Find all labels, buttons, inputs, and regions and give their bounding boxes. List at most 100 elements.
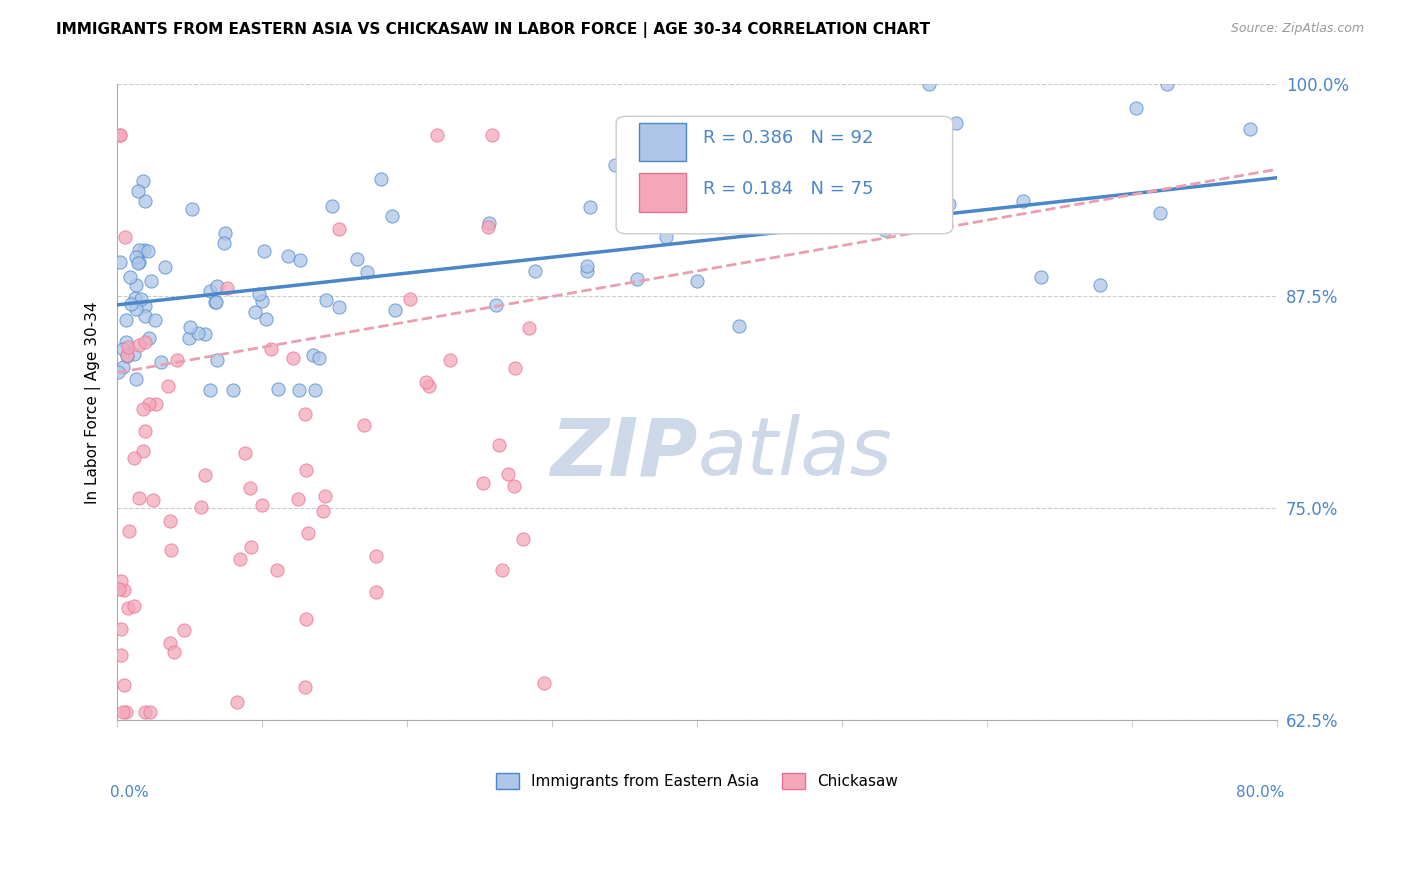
- Point: [503, 361, 526, 376]
- Text: Source: ZipAtlas.com: Source: ZipAtlas.com: [1230, 22, 1364, 36]
- FancyBboxPatch shape: [640, 122, 686, 161]
- Point: [498, 467, 520, 481]
- Point: [159, 514, 181, 528]
- Text: IMMIGRANTS FROM EASTERN ASIA VS CHICKASAW IN LABOR FORCE | AGE 30-34 CORRELATION: IMMIGRANTS FROM EASTERN ASIA VS CHICKASA…: [56, 22, 931, 38]
- Point: [399, 292, 422, 306]
- Point: [472, 476, 495, 491]
- Point: [655, 230, 678, 244]
- Point: [134, 424, 156, 438]
- Point: [111, 343, 134, 357]
- Point: [205, 294, 228, 309]
- Text: 0.0%: 0.0%: [110, 784, 149, 799]
- Point: [281, 351, 304, 365]
- Point: [112, 360, 135, 375]
- Point: [143, 312, 166, 326]
- Point: [370, 172, 392, 186]
- Point: [503, 479, 526, 493]
- Point: [381, 209, 404, 223]
- Point: [249, 287, 271, 301]
- Point: [749, 186, 772, 200]
- Point: [204, 294, 226, 309]
- Point: [122, 450, 145, 465]
- Point: [120, 297, 142, 311]
- Point: [131, 174, 153, 188]
- Point: [314, 490, 336, 504]
- Point: [718, 210, 741, 224]
- Point: [873, 223, 896, 237]
- Point: [194, 327, 217, 342]
- Point: [115, 350, 138, 364]
- Point: [181, 202, 204, 216]
- Point: [918, 78, 941, 92]
- Point: [145, 397, 167, 411]
- Point: [111, 705, 134, 719]
- Point: [190, 500, 212, 514]
- Point: [481, 128, 503, 143]
- Point: [127, 256, 149, 270]
- Point: [304, 383, 326, 397]
- Point: [128, 244, 150, 258]
- Point: [125, 277, 148, 292]
- Point: [267, 382, 290, 396]
- Point: [125, 250, 148, 264]
- Point: [127, 185, 149, 199]
- Point: [575, 263, 598, 277]
- Text: atlas: atlas: [697, 414, 893, 492]
- Point: [254, 311, 277, 326]
- Point: [346, 252, 368, 266]
- Point: [128, 255, 150, 269]
- Point: [173, 623, 195, 637]
- Point: [134, 243, 156, 257]
- Point: [118, 269, 141, 284]
- Point: [179, 320, 201, 334]
- Point: [108, 582, 131, 596]
- Point: [115, 348, 138, 362]
- Point: [1156, 78, 1178, 92]
- Point: [214, 226, 236, 240]
- Point: [245, 305, 267, 319]
- Point: [198, 285, 221, 299]
- Point: [295, 463, 318, 477]
- Point: [887, 219, 910, 233]
- Point: [252, 294, 274, 309]
- Point: [415, 376, 437, 390]
- Point: [112, 582, 135, 597]
- Point: [308, 351, 330, 365]
- Point: [356, 265, 378, 279]
- Point: [297, 526, 319, 541]
- Point: [418, 378, 440, 392]
- Point: [134, 310, 156, 324]
- Point: [294, 680, 316, 694]
- Point: [134, 705, 156, 719]
- Point: [134, 334, 156, 349]
- Point: [110, 255, 132, 269]
- Point: [207, 353, 229, 368]
- Point: [277, 249, 299, 263]
- Point: [132, 444, 155, 458]
- Point: [353, 418, 375, 433]
- Point: [115, 705, 138, 719]
- Point: [125, 301, 148, 316]
- Point: [159, 636, 181, 650]
- Point: [517, 320, 540, 334]
- Point: [686, 274, 709, 288]
- Point: [328, 222, 350, 236]
- Point: [117, 340, 139, 354]
- Point: [115, 334, 138, 349]
- Point: [226, 695, 249, 709]
- FancyBboxPatch shape: [640, 173, 686, 211]
- Point: [294, 612, 316, 626]
- Point: [239, 481, 262, 495]
- Point: [132, 402, 155, 417]
- Point: [205, 279, 228, 293]
- Point: [288, 383, 311, 397]
- Point: [108, 128, 131, 143]
- FancyBboxPatch shape: [616, 116, 953, 234]
- Point: [1029, 269, 1052, 284]
- Point: [110, 574, 132, 588]
- Point: [134, 194, 156, 208]
- Point: [110, 622, 132, 636]
- Point: [187, 326, 209, 341]
- Point: [488, 438, 510, 452]
- Point: [250, 498, 273, 512]
